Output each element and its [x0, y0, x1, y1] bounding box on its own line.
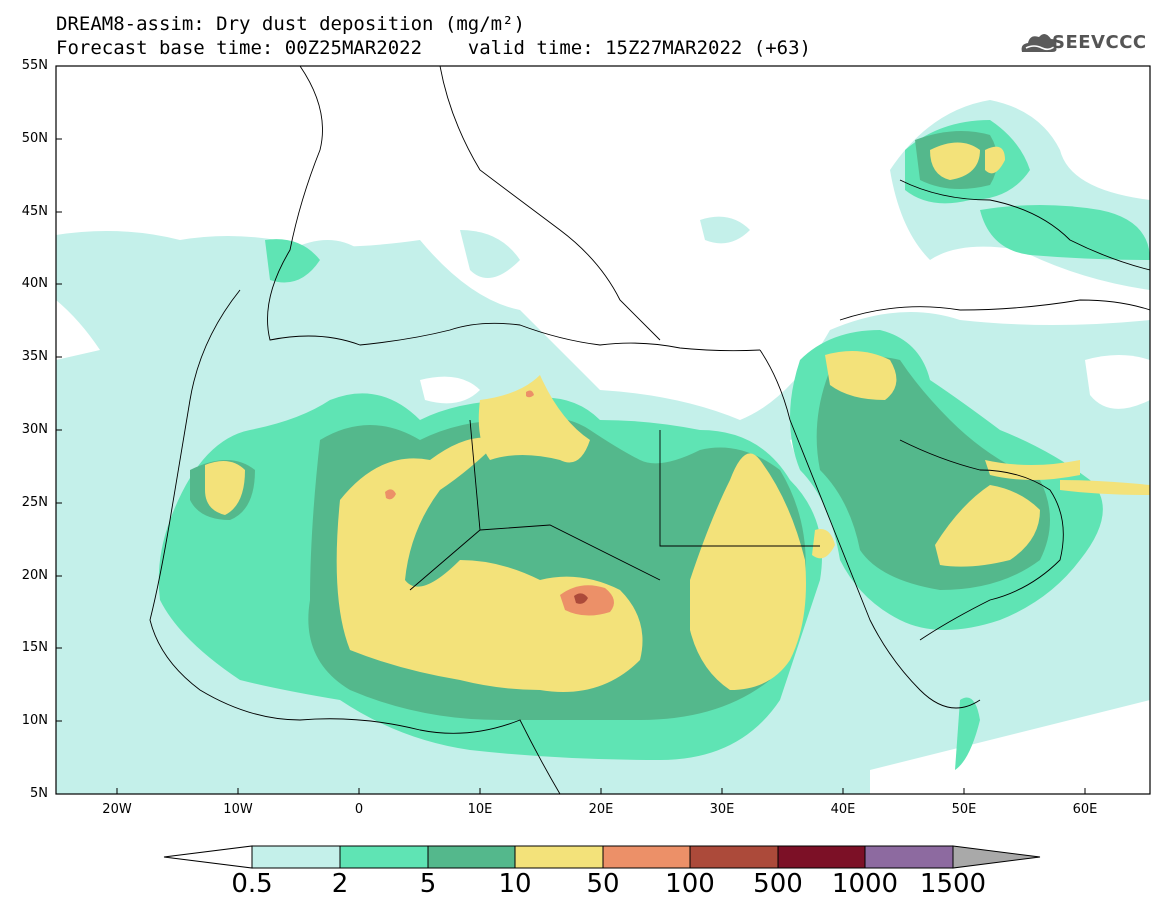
colorbar-segment-7 — [864, 845, 954, 869]
colorbar-segment-0 — [251, 845, 341, 869]
lon-label: 20W — [102, 802, 132, 817]
lon-label: 0 — [354, 802, 364, 817]
lat-label: 55N — [21, 58, 48, 73]
colorbar-label: 2 — [331, 869, 349, 899]
colorbar-segment-5 — [689, 845, 779, 869]
colorbar-label: 1500 — [919, 869, 987, 899]
lat-label: 10N — [21, 713, 48, 728]
colorbar-under-arrow — [163, 845, 253, 869]
cloud-logo-icon — [1021, 33, 1057, 52]
lon-label: 60E — [1072, 802, 1098, 817]
lon-label: 10W — [223, 802, 253, 817]
field-level-50 — [385, 390, 614, 616]
lat-label: 25N — [21, 495, 48, 510]
field-level-100 — [574, 593, 588, 604]
colorbar-segment-1 — [339, 845, 429, 869]
colorbar-segment-3 — [514, 845, 604, 869]
colorbar-label: 100 — [665, 869, 715, 899]
colorbar-over-arrow — [952, 845, 1041, 869]
forecast-time-line: Forecast base time: 00Z25MAR2022 valid t… — [56, 37, 811, 59]
coastlines — [149, 66, 1150, 794]
field-level-10 — [205, 142, 1150, 692]
colorbar-segment-6 — [777, 845, 866, 869]
colorbar-label: 10 — [498, 869, 532, 899]
lat-label: 15N — [21, 640, 48, 655]
lat-label: 45N — [21, 204, 48, 219]
axis-ticks — [56, 65, 1086, 794]
lat-label: 30N — [21, 422, 48, 437]
colorbar-segment-4 — [602, 845, 691, 869]
logo-text: SEEVCCC — [1052, 32, 1147, 53]
deposition-fields — [56, 66, 1150, 794]
lat-label: 40N — [21, 276, 48, 291]
colorbar-label: 0.5 — [231, 869, 273, 899]
lon-label: 50E — [951, 802, 977, 817]
lon-label: 40E — [830, 802, 856, 817]
colorbar — [163, 845, 1041, 869]
colorbar-label: 5 — [419, 869, 437, 899]
lat-label: 20N — [21, 568, 48, 583]
lon-label: 30E — [709, 802, 735, 817]
lon-label: 10E — [467, 802, 493, 817]
lat-label: 50N — [21, 131, 48, 146]
lon-label: 20E — [588, 802, 614, 817]
colorbar-label: 1000 — [831, 869, 899, 899]
colorbar-label: 50 — [586, 869, 620, 899]
colorbar-segment-2 — [427, 845, 516, 869]
colorbar-label: 500 — [753, 869, 803, 899]
map-title: DREAM8-assim: Dry dust deposition (mg/m²… — [56, 13, 525, 35]
lat-label: 5N — [30, 786, 48, 801]
lat-label: 35N — [21, 349, 48, 364]
